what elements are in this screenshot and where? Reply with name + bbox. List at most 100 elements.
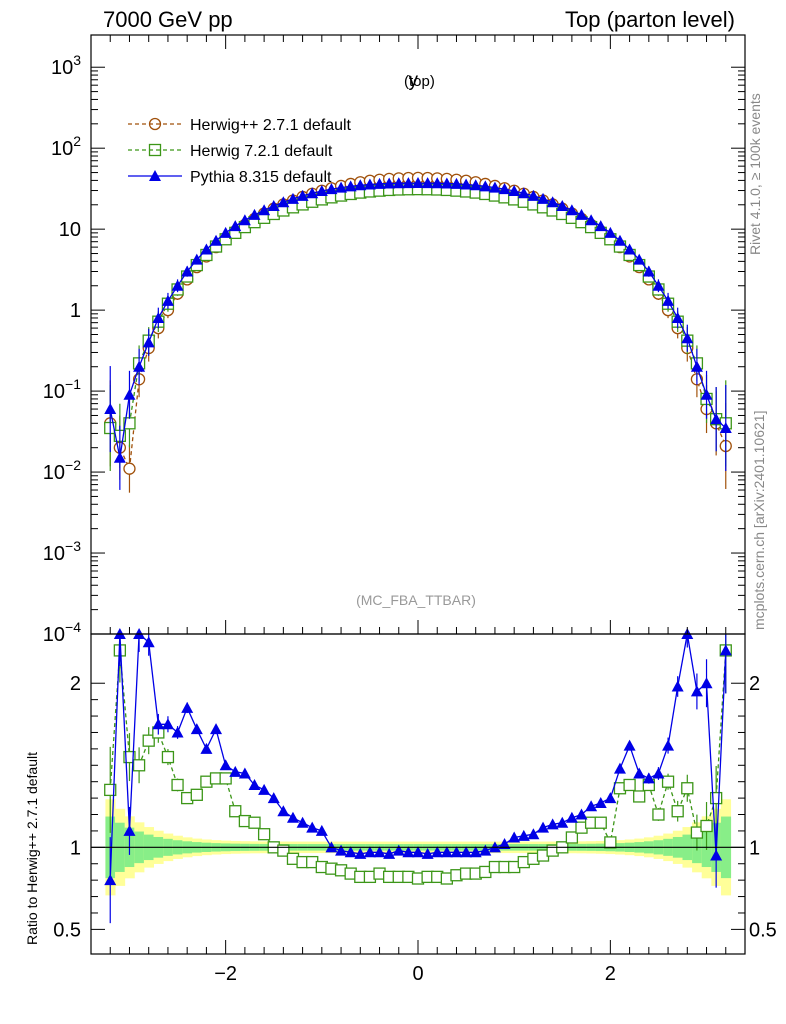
main-triangle-point-54 (623, 243, 636, 255)
main-ytick-label-6-exponent: 2 (73, 133, 81, 149)
ratio-xtick-label-0: −2 (214, 963, 237, 985)
main-ytick-label-3: 10−1 (43, 376, 81, 403)
main-triangle-point-28 (373, 177, 386, 189)
main-triangle-point-64 (719, 422, 732, 434)
ratio-triangle-point-49 (575, 808, 588, 820)
main-triangle-point-39 (479, 180, 492, 192)
main-triangle-point-15 (248, 208, 261, 220)
main-triangle-point-33 (421, 177, 434, 189)
ratio-triangle-point-59 (671, 680, 684, 692)
main-square-line (109, 188, 727, 437)
ratio-square-point-0 (104, 783, 117, 797)
ratio-square-point-3 (132, 759, 146, 772)
ratio-xtick-label-1: 0 (412, 963, 423, 985)
main-triangle-point-23 (325, 183, 338, 195)
main-triangle-point-41 (498, 183, 511, 195)
main-triangle-point-38 (469, 179, 482, 191)
ratio-triangle-point-29 (383, 847, 396, 859)
ratio-ytick-label-right-1: 1 (749, 837, 760, 859)
main-ytick-label-2: 10−2 (43, 457, 81, 484)
main-triangle-point-26 (354, 179, 367, 191)
ratio-triangle-point-50 (585, 800, 598, 812)
ratio-triangle-point-18 (277, 805, 290, 817)
legend-label-herwig7: Herwig 7.2.1 default (190, 143, 333, 160)
ratio-triangle-point-45 (537, 821, 550, 833)
main-triangle-point-40 (488, 181, 501, 193)
ratio-square-point-13 (229, 805, 242, 818)
ratio-triangle-point-51 (594, 797, 607, 809)
ratio-triangle-point-64 (719, 644, 732, 656)
main-triangle-point-22 (315, 184, 328, 196)
main-triangle-point-10 (200, 243, 213, 255)
main-triangle-point-6 (161, 294, 174, 306)
main-triangle-point-7 (171, 279, 184, 291)
ratio-square-point-18 (277, 844, 290, 857)
ratio-triangle-point-21 (306, 821, 319, 833)
main-ytick-label-0: 10−4 (43, 619, 81, 646)
ratio-triangle-point-25 (344, 846, 357, 858)
ratio-square-point-7 (171, 778, 184, 792)
ratio-triangle-point-55 (633, 767, 646, 779)
main-triangle-point-48 (565, 204, 578, 216)
ratio-triangle-point-12 (219, 759, 232, 771)
main-triangle-point-24 (335, 181, 348, 193)
main-triangle-point-58 (662, 294, 675, 306)
ratio-triangle-point-10 (200, 742, 213, 754)
ratio-ylabel: Ratio to Herwig++ 2.7.1 default (24, 752, 40, 945)
ratio-triangle-point-31 (402, 846, 415, 858)
ratio-square-point-54 (623, 778, 636, 792)
ratio-triangle-point-36 (450, 846, 463, 858)
main-triangle-point-50 (585, 214, 598, 226)
ratio-triangle-point-8 (181, 701, 194, 713)
main-ytick-label-1-exponent: −3 (65, 538, 81, 554)
ratio-ytick-label-right-2: 2 (749, 673, 760, 695)
main-ytick-label-4: 1 (70, 300, 81, 322)
main-triangle-point-3 (133, 360, 146, 372)
main-triangle-point-51 (594, 220, 607, 232)
main-square-series (104, 182, 732, 472)
ratio-triangle-point-35 (440, 846, 453, 858)
ratio-triangle-point-37 (460, 846, 473, 858)
ratio-triangle-point-26 (354, 847, 367, 859)
ratio-ytick-label-left-1: 1 (70, 837, 81, 859)
legend-marker-pythia (149, 170, 161, 181)
main-triangle-point-44 (527, 189, 540, 201)
main-triangle-point-20 (296, 189, 309, 201)
main-triangle-point-43 (517, 187, 530, 199)
ratio-triangle-point-38 (469, 846, 482, 858)
main-triangle-point-52 (604, 226, 617, 238)
legend-label-herwig-pp: Herwig++ 2.7.1 default (190, 117, 352, 134)
main-ytick-label-7-exponent: 3 (73, 52, 81, 68)
legend: Herwig++ 2.7.1 default Herwig 7.2.1 defa… (128, 117, 352, 186)
ratio-triangle-point-28 (373, 846, 386, 858)
ratio-square-point-4 (142, 734, 155, 747)
ratio-square-point-12 (219, 772, 232, 785)
ratio-triangle-point-44 (527, 828, 540, 840)
main-triangle-point-46 (546, 196, 559, 208)
main-triangle-point-61 (690, 360, 703, 372)
main-triangle-point-19 (286, 192, 299, 204)
axes-layer: 10−4 10−3 10−2 10−1 1 10 102 103 −2 0 2 0.5 0.5 1 1 2 2 (43, 35, 777, 985)
main-triangle-point-2 (123, 388, 136, 400)
ratio-square-point-2 (123, 750, 136, 764)
ratio-triangle-point-39 (479, 844, 492, 856)
legend-marker-herwig-pp (148, 117, 162, 131)
ratio-ytick-label-right-0: 0.5 (749, 919, 777, 941)
main-triangle-point-60 (681, 332, 694, 344)
main-triangle-point-57 (652, 279, 665, 291)
ratio-square-point-9 (190, 788, 203, 801)
ratio-square-point-16 (257, 828, 271, 841)
main-triangle-point-47 (556, 200, 569, 212)
main-triangle-point-14 (238, 214, 251, 226)
ratio-xtick-label-2: 2 (605, 963, 616, 985)
ratio-triangle-point-41 (498, 838, 511, 850)
main-triangle-point-32 (412, 177, 424, 189)
ratio-triangle-point-2 (123, 824, 136, 836)
legend-entry-pythia: Pythia 8.315 default (128, 169, 332, 186)
main-triangle-point-49 (575, 208, 588, 220)
main-ytick-label-3-exponent: −1 (65, 376, 81, 392)
main-triangle-point-4 (142, 336, 155, 348)
main-triangle-point-45 (537, 192, 550, 204)
legend-entry-herwig7: Herwig 7.2.1 default (128, 143, 333, 160)
main-circle-line (109, 177, 727, 472)
